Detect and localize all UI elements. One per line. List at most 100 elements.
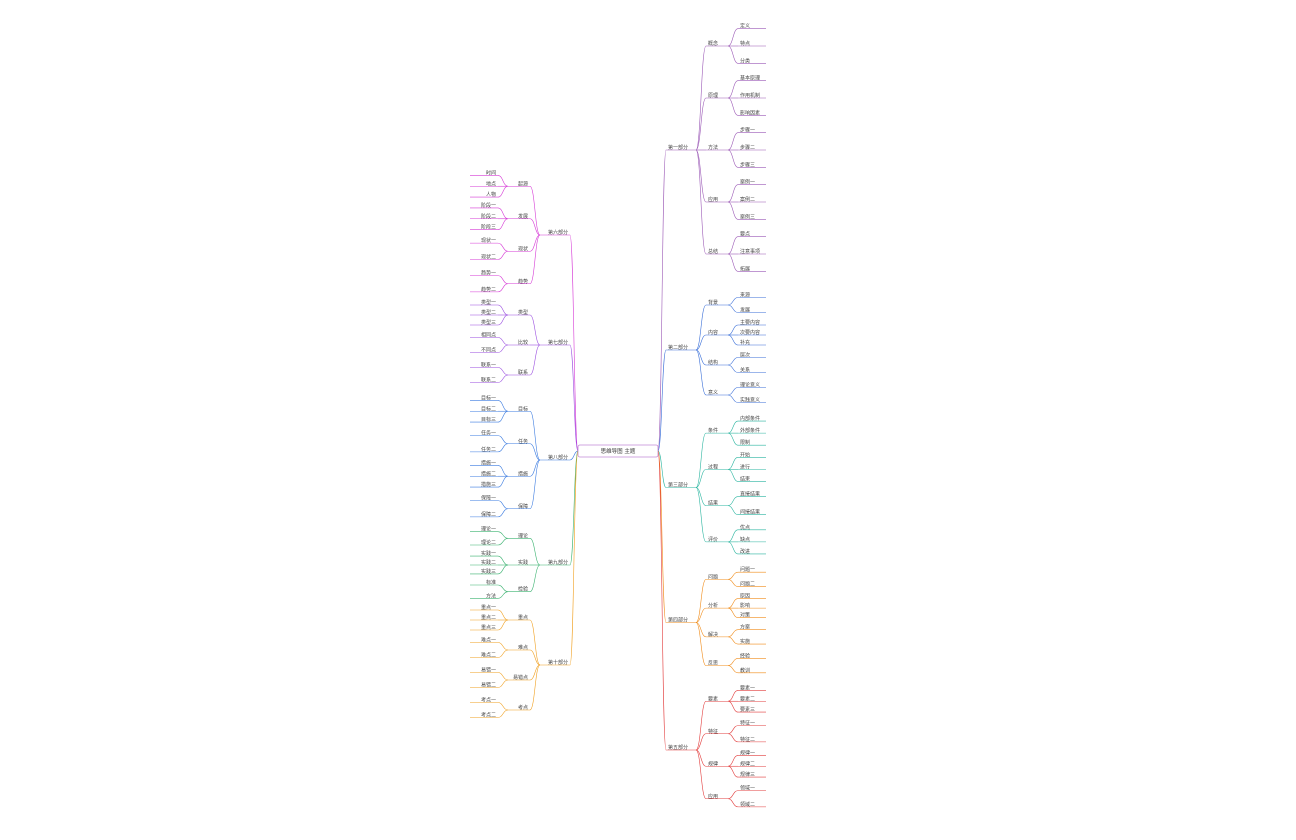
leaf-label: 定义 <box>740 23 750 30</box>
sub-link <box>695 607 707 623</box>
leaf-link <box>497 367 509 376</box>
sub-label: 结构 <box>708 359 718 366</box>
sub-label: 发展 <box>518 213 528 220</box>
sub-label: 考点 <box>518 705 528 711</box>
leaf-link <box>497 337 509 346</box>
leaf-label: 要点 <box>740 232 750 238</box>
leaf-label: 易错二 <box>481 682 496 689</box>
branch-link <box>657 149 667 452</box>
leaf-link <box>497 374 509 383</box>
branch-link <box>657 450 667 623</box>
leaf-label: 目标三 <box>481 416 496 423</box>
leaf-link <box>727 529 739 543</box>
leaf-label: 外部条件 <box>740 427 760 434</box>
leaf-label: 方案 <box>740 624 750 631</box>
leaf-link <box>727 236 739 255</box>
leaf-link <box>727 725 739 735</box>
leaf-label: 难点一 <box>481 637 496 644</box>
leaf-label: 作用机制 <box>740 92 760 99</box>
sub-link <box>529 664 541 681</box>
sub-label: 反思 <box>708 660 718 667</box>
leaf-label: 来源 <box>740 292 750 299</box>
leaf-link <box>727 690 739 702</box>
branch-link <box>569 450 579 666</box>
branch-label: 第四部分 <box>668 617 688 624</box>
leaf-label: 案例一 <box>740 179 755 186</box>
leaf-label: 步骤三 <box>740 161 755 168</box>
branch-label: 第二部分 <box>668 344 688 351</box>
leaf-label: 重点一 <box>481 604 496 611</box>
leaf-link <box>497 508 509 518</box>
leaf-label: 人物 <box>486 191 496 198</box>
leaf-link <box>497 410 509 423</box>
leaf-label: 考点一 <box>481 698 496 704</box>
leaf-label: 理论二 <box>481 539 496 546</box>
sub-link <box>695 45 707 151</box>
sub-link <box>529 619 541 666</box>
leaf-label: 影响 <box>740 602 750 609</box>
leaf-label: 实施 <box>740 638 750 645</box>
leaf-label: 规律一 <box>740 749 755 756</box>
leaf-link <box>497 207 509 220</box>
leaf-link <box>497 649 509 658</box>
leaf-label: 教训 <box>740 667 750 674</box>
leaf-link <box>727 579 739 587</box>
leaf-label: 相同点 <box>481 332 496 339</box>
leaf-label: 缺点 <box>740 536 750 543</box>
sub-link <box>529 344 541 376</box>
leaf-label: 阶段三 <box>481 224 496 231</box>
sub-label: 类型 <box>518 309 528 316</box>
leaf-link <box>727 598 739 609</box>
leaf-link <box>497 435 509 445</box>
sub-link <box>695 149 707 203</box>
leaf-label: 分类 <box>740 57 750 64</box>
leaf-label: 主要内容 <box>740 319 760 326</box>
branch-label: 第六部分 <box>548 229 568 236</box>
branch-link <box>657 450 667 751</box>
center-title: 思维导图 主题 <box>601 447 636 455</box>
leaf-link <box>497 564 509 575</box>
leaf-link <box>727 132 739 151</box>
sub-link <box>695 487 707 543</box>
sub-link <box>529 234 541 252</box>
leaf-label: 影响因素 <box>740 109 760 116</box>
leaf-link <box>497 555 509 566</box>
sub-label: 应用 <box>708 196 718 203</box>
leaf-link <box>727 505 739 515</box>
sub-label: 实践 <box>518 559 528 566</box>
leaf-link <box>727 469 739 482</box>
leaf-link <box>497 465 509 477</box>
leaf-label: 实践一 <box>481 550 496 557</box>
sub-link <box>695 487 707 506</box>
leaf-link <box>727 790 739 800</box>
leaf-label: 改进 <box>740 548 750 555</box>
leaf-label: 考点二 <box>481 713 496 719</box>
sub-label: 方法 <box>708 144 718 151</box>
leaf-link <box>497 591 509 599</box>
leaf-link <box>497 642 509 651</box>
leaf-label: 类型二 <box>481 309 496 316</box>
leaf-link <box>497 702 509 711</box>
sub-label: 起源 <box>518 180 528 187</box>
leaf-link <box>727 733 739 743</box>
leaf-link <box>497 709 509 718</box>
leaf-link <box>497 175 509 187</box>
leaf-link <box>727 334 739 346</box>
leaf-link <box>497 218 509 230</box>
branch-label: 第三部分 <box>668 482 688 489</box>
leaf-label: 阶段二 <box>481 213 496 220</box>
leaf-label: 关系 <box>740 367 750 374</box>
leaf-link <box>497 679 509 688</box>
leaf-label: 保障二 <box>481 511 496 518</box>
leaf-label: 对策 <box>740 612 750 619</box>
sub-label: 结果 <box>708 500 718 507</box>
leaf-link <box>497 185 509 198</box>
leaf-link <box>727 149 739 168</box>
leaf-label: 实践意义 <box>740 397 760 404</box>
leaf-link <box>727 28 739 47</box>
leaf-label: 案例三 <box>740 213 755 220</box>
leaf-label: 类型一 <box>481 299 496 306</box>
branch-label: 第七部分 <box>548 339 568 346</box>
leaf-link <box>727 665 739 674</box>
